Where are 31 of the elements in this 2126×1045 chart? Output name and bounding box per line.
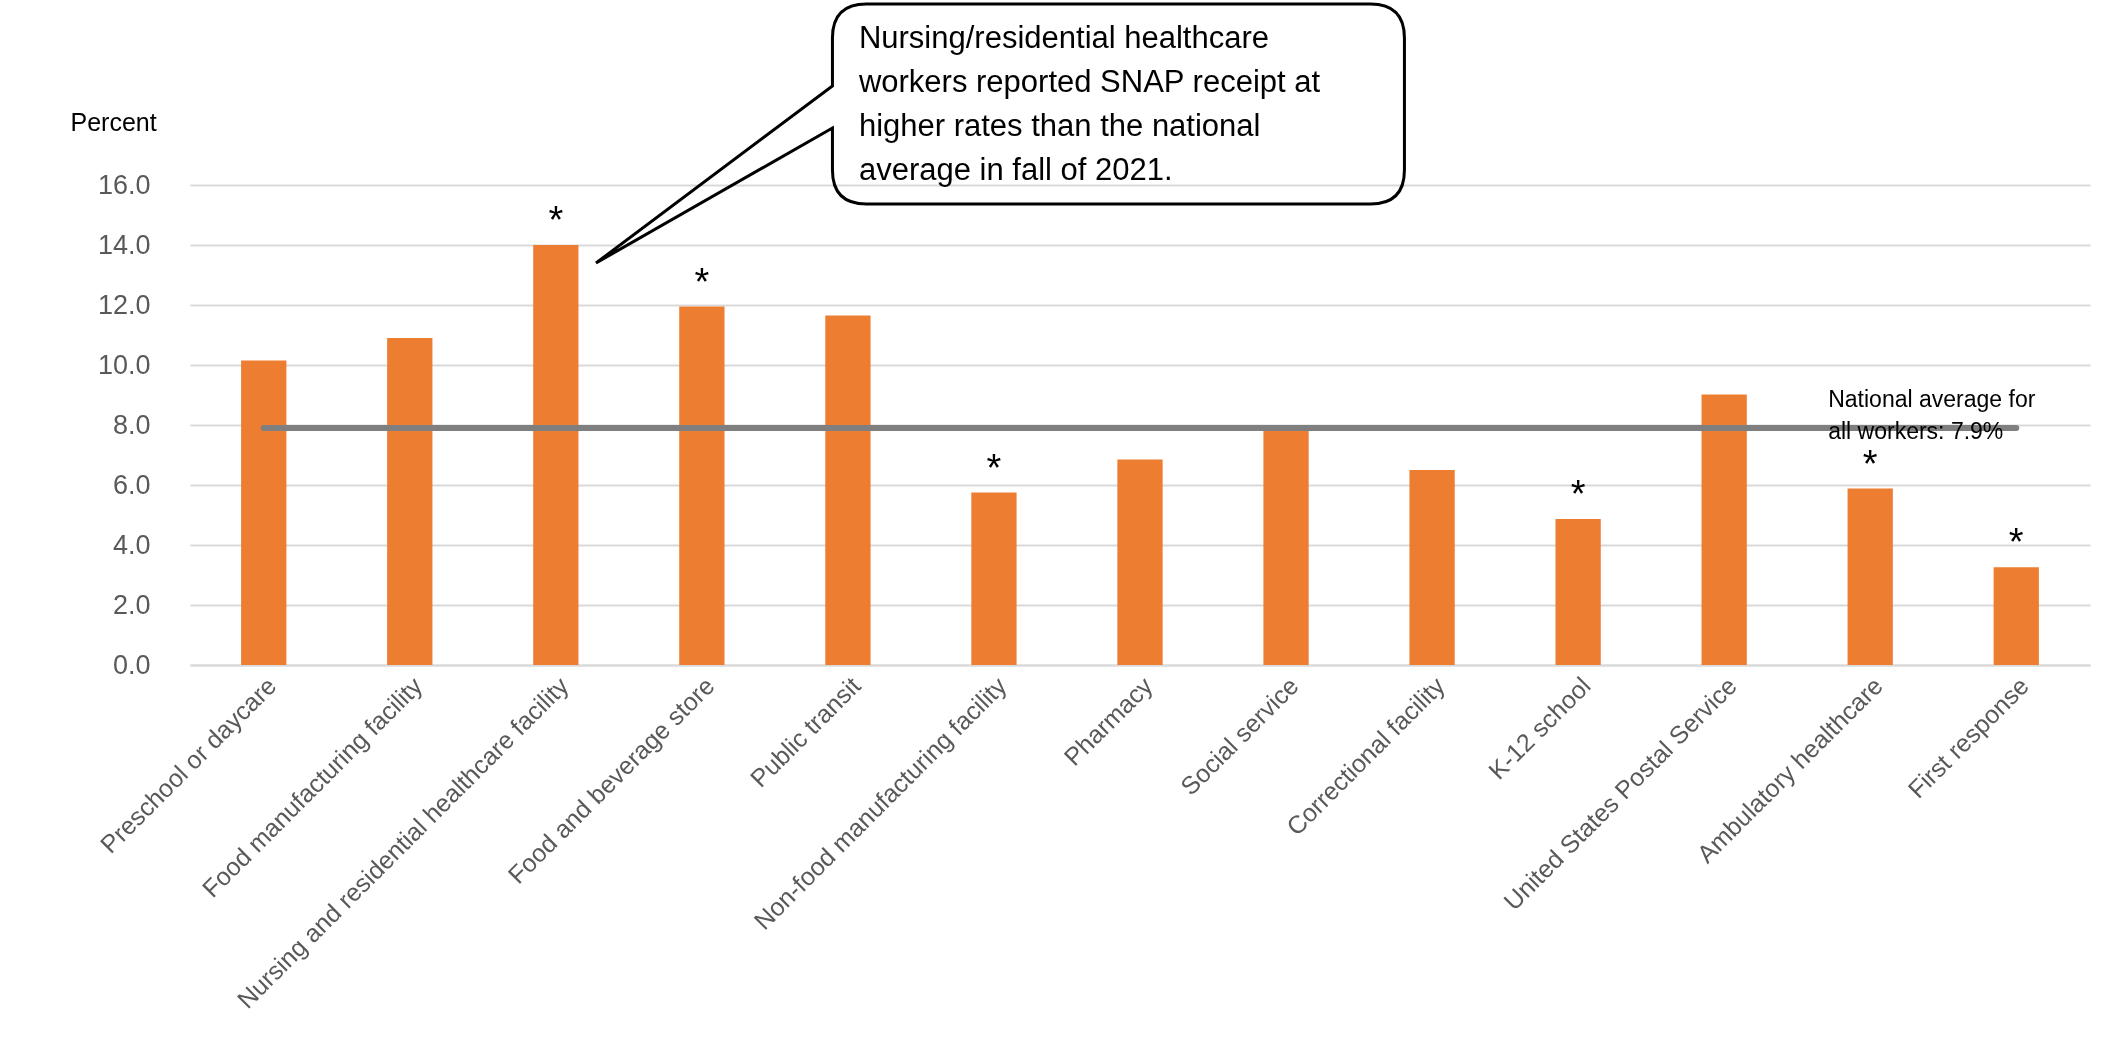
bar xyxy=(241,360,287,665)
bar xyxy=(971,492,1017,665)
y-tick-label: 16.0 xyxy=(97,169,151,200)
annotation: * xyxy=(1570,472,1586,515)
y-axis-title: Percent xyxy=(70,107,157,136)
bar xyxy=(1409,470,1455,665)
bar xyxy=(533,245,579,665)
annotation: * xyxy=(986,446,1002,489)
bar xyxy=(1701,394,1747,665)
bar xyxy=(1555,518,1601,665)
annotation: Nursing/residential healthcare workers reported SNAP receipt at higher rates than the national average in fall of 2021. xyxy=(857,19,1322,189)
bar xyxy=(825,315,871,665)
y-tick-label: 10.0 xyxy=(97,349,151,380)
y-tick-label: 2.0 xyxy=(112,589,151,620)
y-tick-label: 6.0 xyxy=(112,469,151,500)
annotation: * xyxy=(548,199,564,241)
y-tick-label: 12.0 xyxy=(97,289,151,320)
y-tick-label: 4.0 xyxy=(112,529,151,560)
annotation: * xyxy=(2008,521,2024,564)
y-tick-label: 0.0 xyxy=(112,649,151,680)
ref-line-label: National average for all workers: 7.9% xyxy=(1828,386,2036,444)
bar xyxy=(1117,459,1163,665)
bar xyxy=(679,306,725,665)
annotation: * xyxy=(694,260,710,303)
y-tick-label: 8.0 xyxy=(112,409,151,440)
bar xyxy=(387,338,433,665)
bar xyxy=(1847,488,1893,665)
bar xyxy=(1993,567,2039,665)
annotation: * xyxy=(1862,442,1878,485)
bar xyxy=(1263,429,1309,665)
y-tick-label: 14.0 xyxy=(97,229,151,260)
